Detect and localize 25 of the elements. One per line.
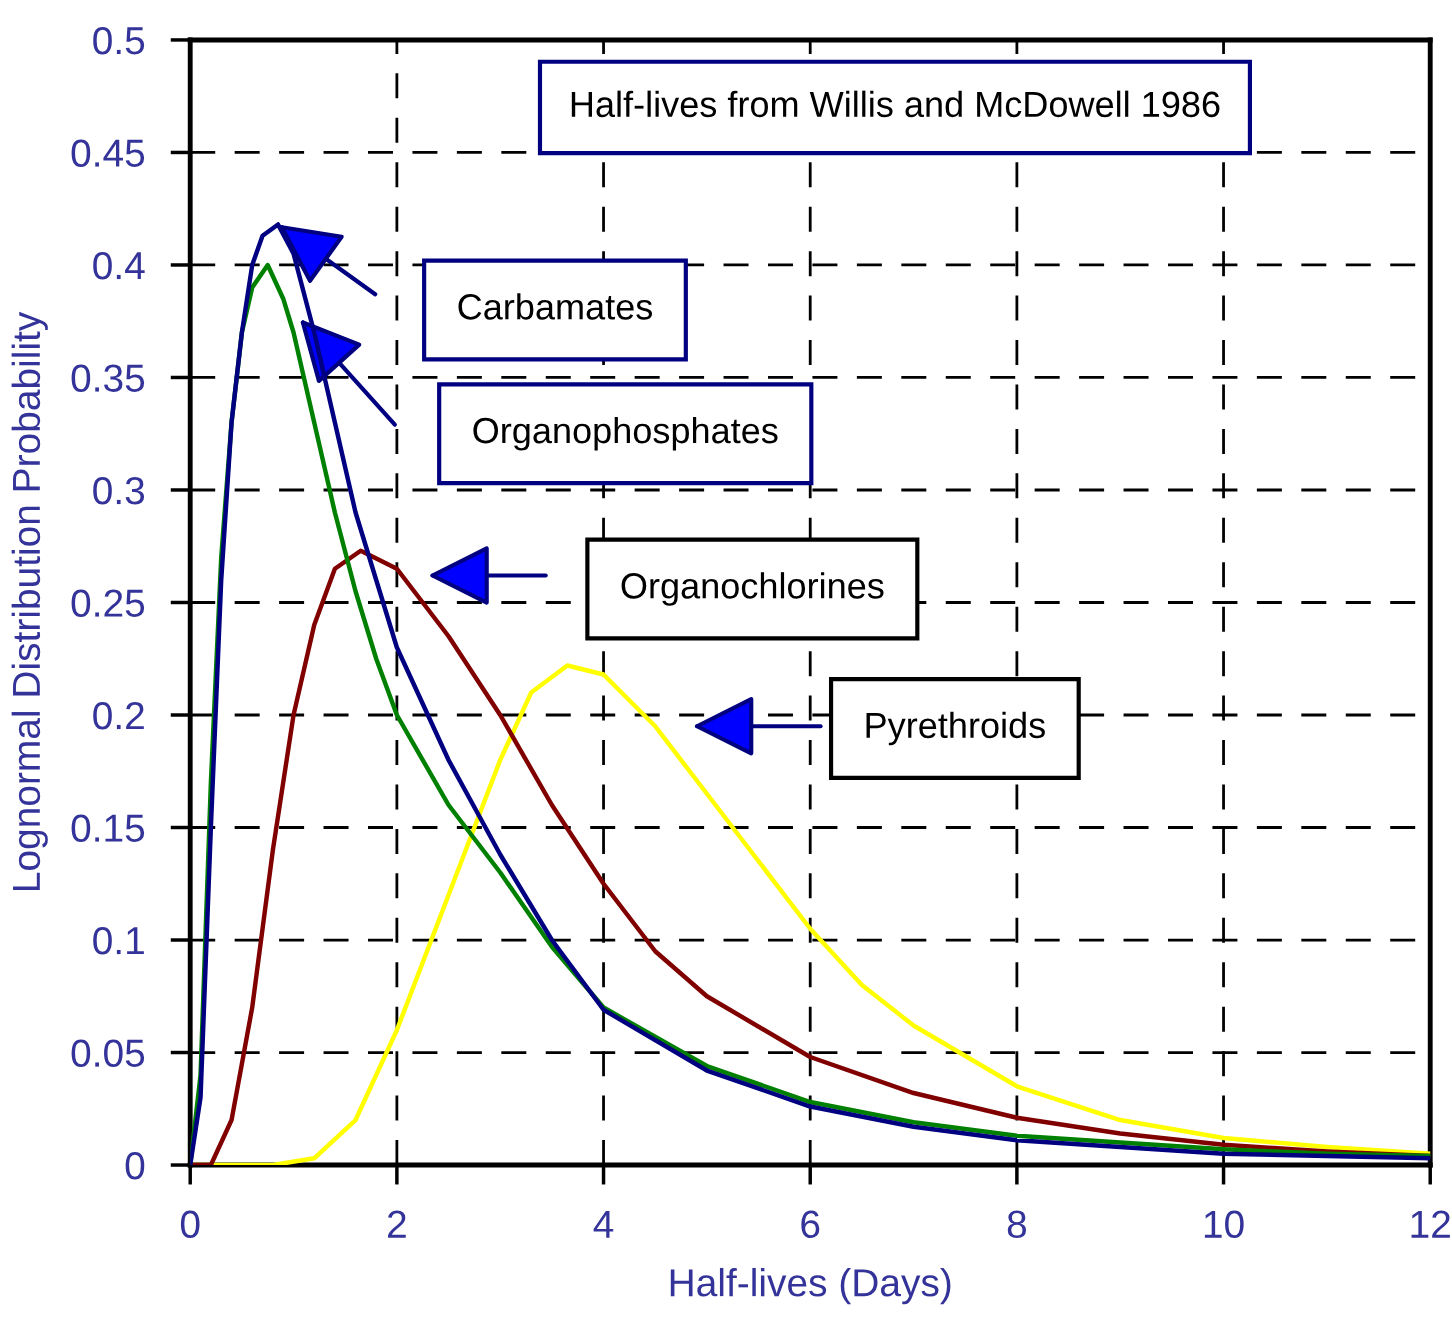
x-tick-label: 6 (801, 1210, 820, 1239)
x-tick-label: 4 (593, 1210, 614, 1238)
y-tick-label: 0.3 (93, 476, 145, 505)
x-axis-title: Half-lives (Days) (670, 1267, 951, 1305)
y-tick-label: 0.35 (71, 364, 145, 392)
y-axis-title: Lognormal Distribution Probability (11, 311, 48, 891)
x-tick-label: 10 (1204, 1210, 1244, 1239)
x-tick-label: 0 (180, 1210, 200, 1239)
y-tick-label: 0.05 (71, 1039, 145, 1067)
y-tick-label: 0.25 (71, 589, 145, 617)
x-tick-label: 8 (1007, 1210, 1027, 1239)
annotation: Organochlorines (621, 572, 884, 606)
y-tick-label: 0.5 (93, 26, 145, 55)
y-tick-label: 0.1 (93, 926, 144, 955)
x-tick-label: 12 (1411, 1210, 1450, 1238)
y-tick-label: 0.2 (93, 701, 144, 730)
y-tick-label: 0.15 (71, 814, 145, 842)
y-tick-label: 0.45 (71, 139, 145, 167)
y-tick-label: 0 (125, 1151, 145, 1180)
annotation: Pyrethroids (866, 711, 1045, 746)
annotation: Carbamates (458, 293, 653, 320)
annotation: Half-lives from Willis and McDowell 1986 (571, 90, 1220, 118)
annotation: Organophosphates (473, 416, 778, 451)
y-tick-label: 0.4 (93, 251, 145, 280)
x-tick-label: 2 (388, 1210, 406, 1238)
